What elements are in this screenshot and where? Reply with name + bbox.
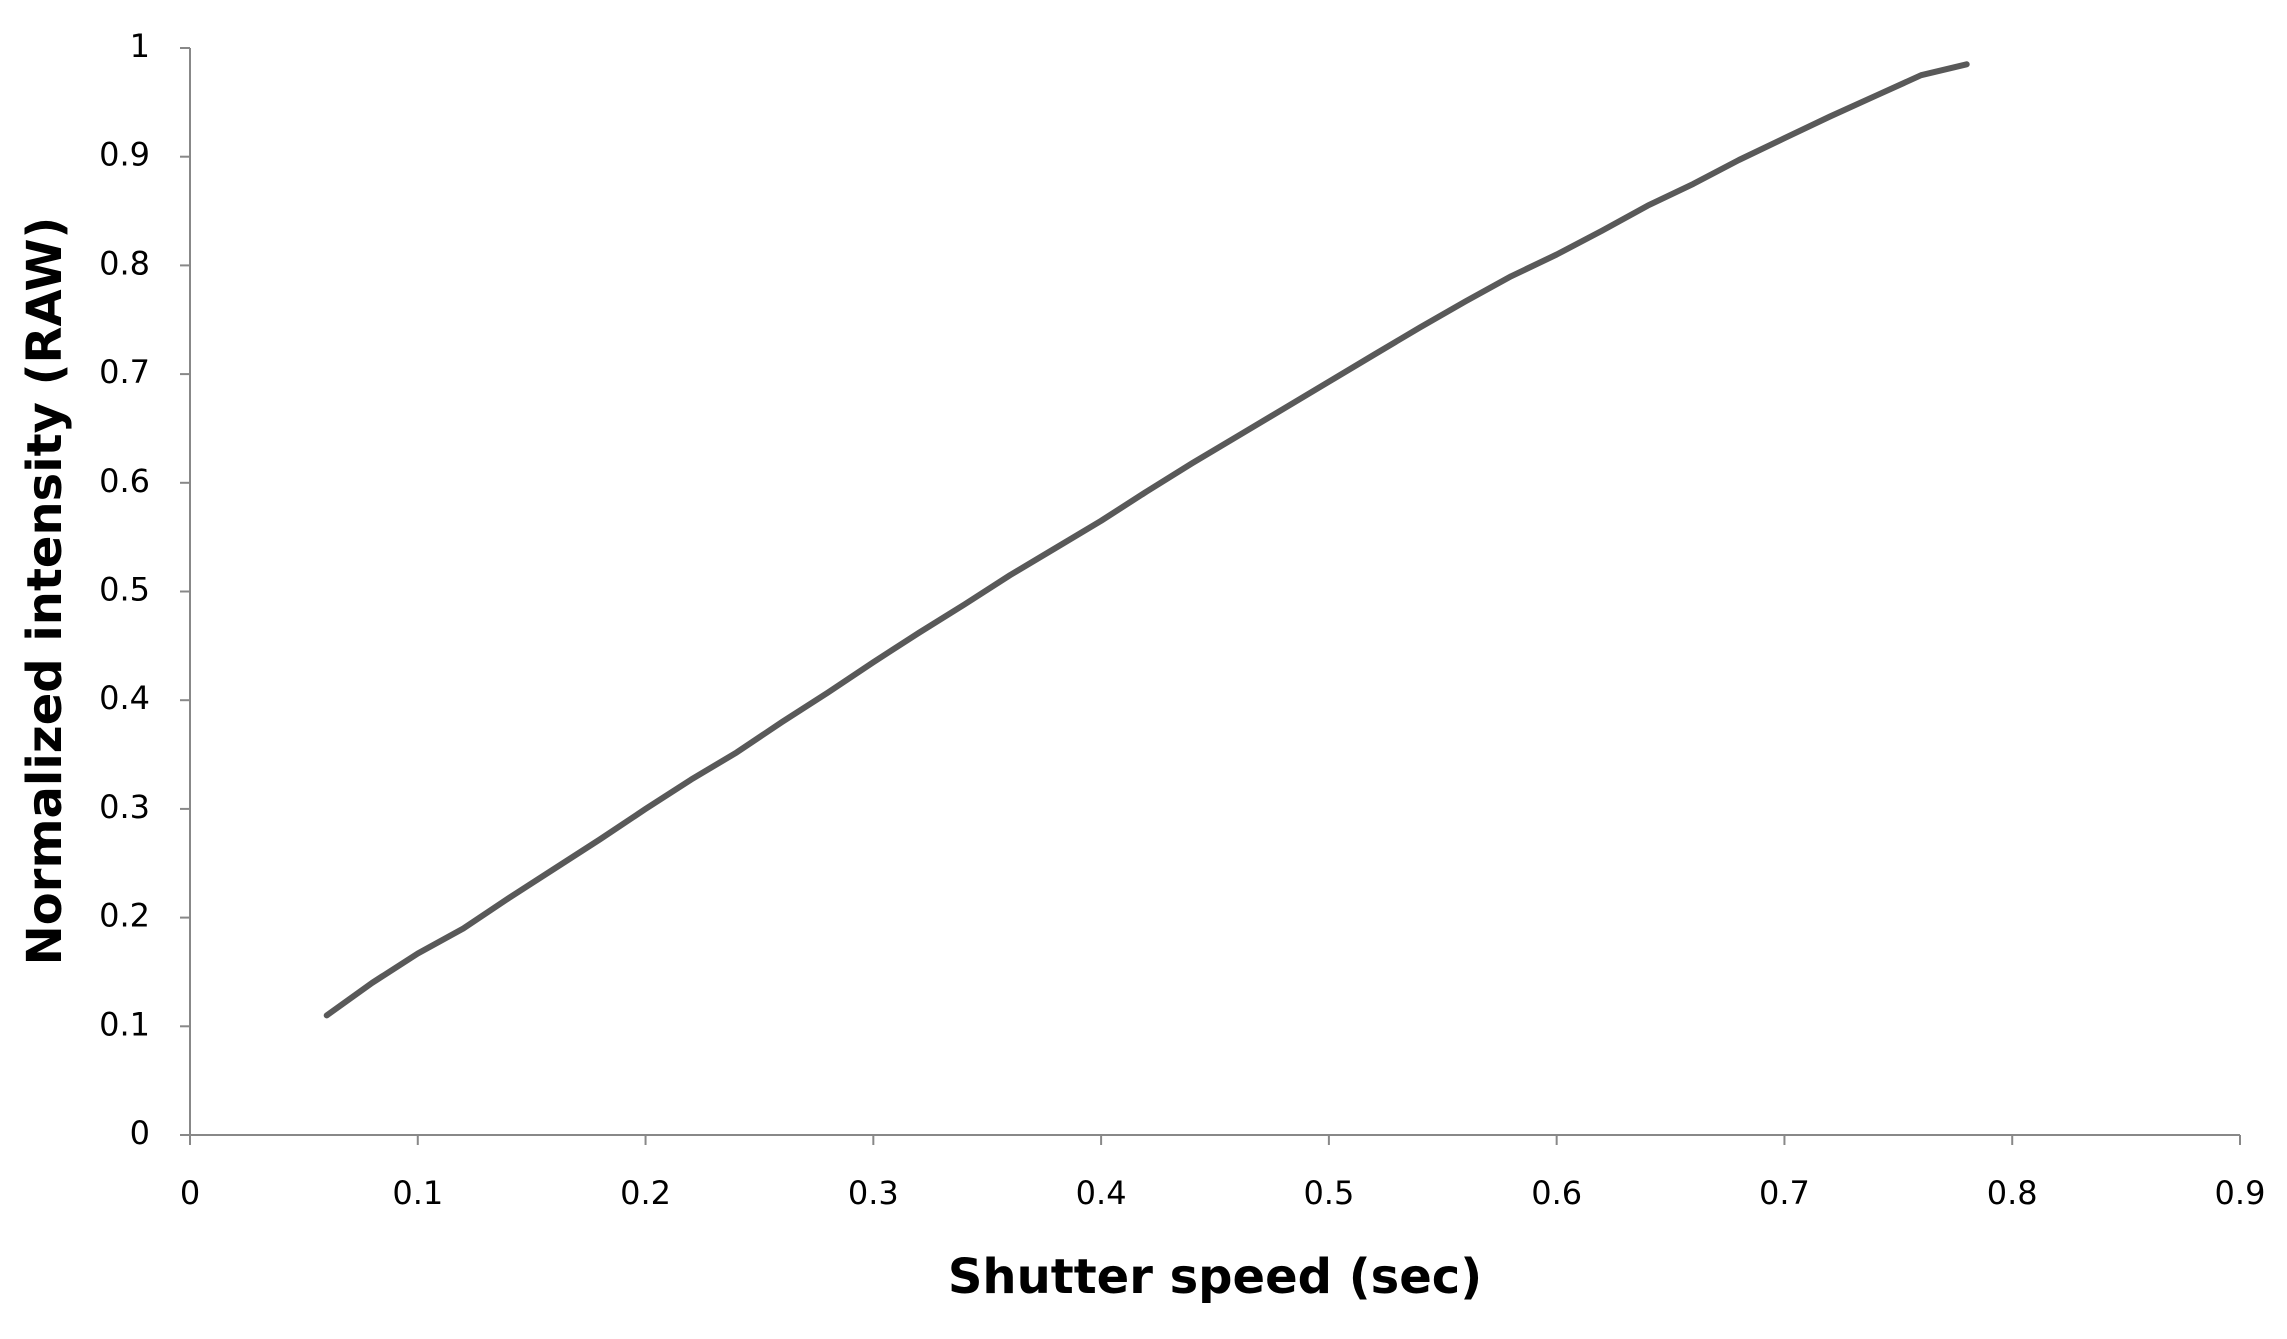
y-tick-label: 0.7 [99,353,150,391]
x-tick-label: 0.8 [1987,1174,2038,1212]
x-tick-label: 0.3 [848,1174,899,1212]
x-tick-label: 0.4 [1076,1174,1127,1212]
y-axis-title: Normalized intensity (RAW) [17,217,73,966]
y-tick-label: 0 [130,1114,150,1152]
x-tick-label: 0.5 [1303,1174,1354,1212]
y-tick-label: 0.1 [99,1005,150,1043]
x-tick-label: 0.2 [620,1174,671,1212]
x-tick-label: 0 [180,1174,200,1212]
x-tick-label: 0.6 [1531,1174,1582,1212]
y-tick-label: 0.3 [99,788,150,826]
y-tick-label: 0.2 [99,897,150,935]
y-tick-label: 0.5 [99,571,150,609]
y-tick-label: 0.4 [99,679,150,717]
y-tick-label: 0.9 [99,136,150,174]
x-tick-label: 0.7 [1759,1174,1810,1212]
x-tick-label: 0.9 [2215,1174,2266,1212]
x-axis-title: Shutter speed (sec) [948,1249,1482,1305]
y-tick-label: 1 [130,27,150,65]
y-tick-label: 0.6 [99,462,150,500]
data-line [323,61,1970,1019]
x-tick-label: 0.1 [392,1174,443,1212]
y-tick-label: 0.8 [99,244,150,282]
